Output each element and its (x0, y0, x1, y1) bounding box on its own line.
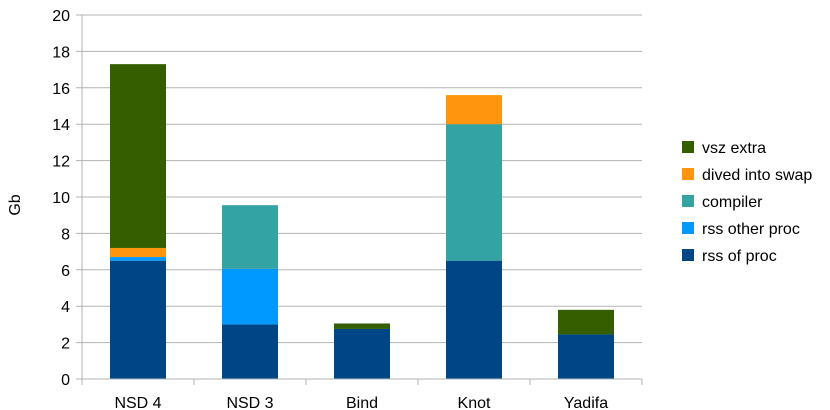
legend-swatch (682, 195, 694, 207)
grid-lines (76, 14, 642, 380)
y-tick-label: 10 (52, 190, 70, 207)
y-tick-label: 18 (52, 44, 70, 61)
bar-segment-rss-of-proc (558, 334, 614, 379)
legend-label: rss of proc (702, 248, 777, 265)
legend-label: compiler (702, 194, 763, 211)
bar-segment-dived-into-swap (110, 247, 166, 258)
y-tick-label: 12 (52, 154, 70, 171)
x-tick-label: Bind (346, 395, 378, 410)
x-tick-label: Knot (458, 395, 491, 410)
y-tick-label: 2 (61, 336, 70, 353)
legend-swatch (682, 249, 694, 261)
y-tick-labels: 0 2 4 6 8 10 12 14 16 18 20 (52, 8, 70, 389)
bar-segment-rss-other-proc (222, 268, 278, 325)
bar-segment-vsz-extra (334, 323, 390, 329)
y-tick-label: 14 (52, 117, 70, 134)
y-tick-label: 16 (52, 81, 70, 98)
legend-label: rss other proc (702, 221, 800, 238)
legend-label: vsz extra (702, 140, 766, 157)
legend-swatch (682, 222, 694, 234)
legend-swatch (682, 141, 694, 153)
bar-segment-dived-into-swap (446, 95, 502, 125)
y-tick-label: 0 (61, 372, 70, 389)
x-tick-label: Yadifa (564, 395, 608, 410)
legend-label: dived into swap (702, 167, 812, 184)
y-tick-label: 4 (61, 299, 70, 316)
legend-swatch (682, 168, 694, 180)
bar-segment-rss-other-proc (110, 257, 166, 261)
y-axis-label: Gb (7, 194, 24, 215)
bar-segment-rss-of-proc (446, 260, 502, 379)
bar-segment-rss-of-proc (222, 324, 278, 379)
legend: vsz extra dived into swap compiler rss othe… (682, 140, 812, 265)
axes (76, 15, 643, 385)
x-tick-label: NSD 3 (226, 395, 273, 410)
bar-segment-rss-of-proc (110, 260, 166, 379)
bar-segment-vsz-extra (558, 309, 614, 335)
bar-segment-compiler (446, 124, 502, 261)
x-tick-labels: NSD 4 NSD 3 Bind Knot Yadifa (114, 395, 608, 410)
y-tick-label: 8 (61, 226, 70, 243)
bar-segment-compiler (222, 205, 278, 269)
x-tick-label: NSD 4 (114, 395, 161, 410)
bar-segment-vsz-extra (110, 64, 166, 248)
bars (110, 64, 614, 379)
bar-segment-rss-of-proc (334, 328, 390, 379)
y-tick-label: 6 (61, 263, 70, 280)
y-tick-label: 20 (52, 8, 70, 25)
